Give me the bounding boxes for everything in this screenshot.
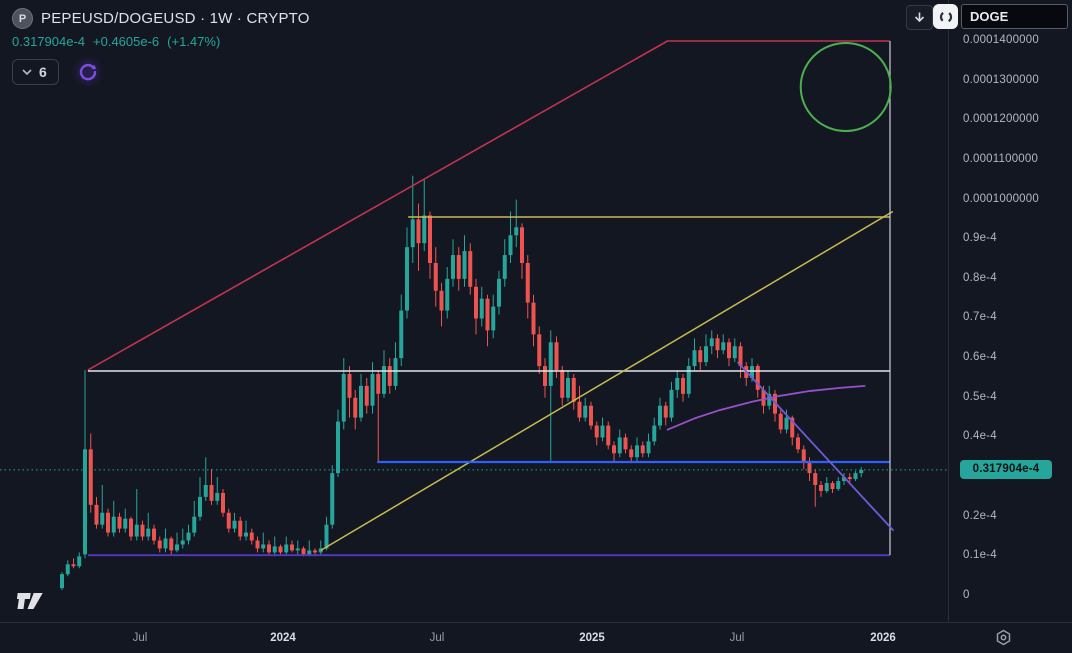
price-axis-label: 0.4e-4 — [963, 430, 997, 443]
replay-button[interactable] — [76, 60, 100, 84]
price-axis-label: 0.5e-4 — [963, 390, 997, 403]
compare-sync-button[interactable] — [933, 4, 958, 29]
candles-count-dropdown[interactable]: 6 — [12, 59, 59, 85]
last-price: 0.317904e-4 — [12, 34, 86, 49]
symbol-coin-icon: P — [12, 8, 33, 29]
current-price-label: 0.317904e-4 — [960, 459, 1052, 479]
chevron-down-icon — [22, 69, 32, 75]
price-axis-label: 0.8e-4 — [963, 271, 997, 284]
compare-symbol-input[interactable] — [961, 4, 1068, 29]
green-circle-annotation[interactable] — [799, 41, 892, 132]
curve-magenta[interactable] — [666, 384, 866, 431]
candles-count-label: 6 — [39, 64, 47, 80]
download-button[interactable] — [906, 5, 933, 30]
price-axis-label: 0.6e-4 — [963, 351, 997, 364]
time-axis-label: 2026 — [870, 632, 896, 644]
price-row: 0.317904e-4 +0.4605e-6 (+1.47%) — [12, 34, 310, 49]
descending-trendline-purple[interactable] — [736, 361, 895, 532]
time-axis-label: Jul — [729, 632, 745, 644]
symbol-title[interactable]: PEPEUSD/DOGEUSD · 1W · CRYPTO — [41, 10, 310, 27]
price-axis-label: 0 — [963, 589, 970, 601]
candlestick-canvas[interactable] — [0, 0, 948, 622]
price-axis-label: 0.0001100000 — [963, 152, 1039, 165]
sync-refresh-icon — [939, 10, 952, 23]
time-axis-label: 2025 — [579, 632, 605, 644]
candles-group — [60, 175, 864, 591]
price-axis-label: 0.0001300000 — [963, 73, 1039, 86]
arrow-down-icon — [914, 12, 925, 22]
price-axis[interactable]: 0.317904e-4 0.0001400000 0.0001300000 0.00… — [948, 0, 1072, 622]
price-axis-label: 0.7e-4 — [963, 311, 997, 324]
ascending-trendline-yellow[interactable] — [320, 210, 894, 552]
price-axis-label: 0.1e-4 — [963, 549, 997, 562]
settings-gear-icon[interactable] — [995, 629, 1013, 647]
price-axis-label: 0.0001000000 — [963, 192, 1039, 205]
price-axis-label: 0.9e-4 — [963, 232, 997, 245]
chart-legend: P PEPEUSD/DOGEUSD · 1W · CRYPTO 0.317904… — [12, 8, 310, 85]
price-axis-label: 0.0001400000 — [963, 33, 1039, 46]
price-axis-label: 0.0001200000 — [963, 113, 1039, 126]
tradingview-logo[interactable] — [16, 591, 44, 616]
ascending-trendline-red[interactable] — [87, 40, 890, 371]
time-axis-label: 2024 — [270, 632, 296, 644]
time-axis-label: Jul — [429, 632, 445, 644]
price-change: +0.4605e-6 — [93, 34, 160, 49]
time-axis[interactable]: Jul 2024 Jul 2025 Jul 2026 — [0, 622, 1072, 653]
replay-icon — [79, 63, 97, 81]
legend-toolbar: 6 — [12, 59, 310, 85]
price-change-percent: (+1.47%) — [167, 34, 221, 49]
symbol-row[interactable]: P PEPEUSD/DOGEUSD · 1W · CRYPTO — [12, 8, 310, 29]
price-axis-label: 0.2e-4 — [963, 509, 997, 522]
chart-plot-area[interactable]: P PEPEUSD/DOGEUSD · 1W · CRYPTO 0.317904… — [0, 0, 948, 622]
time-axis-label: Jul — [132, 632, 148, 644]
